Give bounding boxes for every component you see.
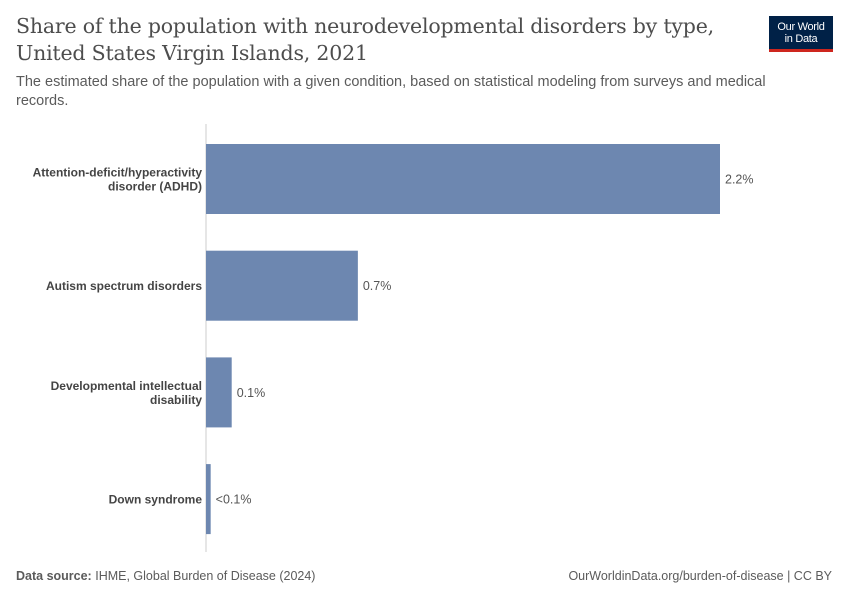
data-source-text: IHME, Global Burden of Disease (2024) (95, 569, 316, 583)
value-label: 0.7% (363, 279, 392, 293)
data-source-label: Data source: (16, 569, 92, 583)
chart-title: Share of the population with neurodevelo… (16, 14, 714, 65)
data-source: Data source: IHME, Global Burden of Dise… (16, 569, 315, 583)
bar[interactable] (206, 250, 358, 321)
value-label: 2.2% (725, 173, 754, 187)
category-label: Down syndrome (109, 493, 203, 507)
logo-line-2: in Data (784, 33, 818, 45)
value-label: <0.1% (216, 493, 252, 507)
category-label: Developmental intellectual disability (51, 379, 203, 407)
category-label: Attention-deficit/hyperactivity disorder … (33, 166, 203, 194)
bar[interactable] (206, 144, 720, 214)
bar[interactable] (206, 357, 232, 428)
value-label: 0.1% (237, 386, 266, 400)
owid-logo[interactable]: Our World in Data (769, 16, 833, 52)
bar[interactable] (206, 464, 211, 535)
category-label: Autism spectrum disorders (46, 279, 202, 293)
chart-subtitle: The estimated share of the population wi… (16, 74, 766, 109)
footer-url[interactable]: OurWorldinData.org/burden-of-disease | C… (568, 569, 832, 583)
logo-line-1: Our World (777, 21, 825, 33)
